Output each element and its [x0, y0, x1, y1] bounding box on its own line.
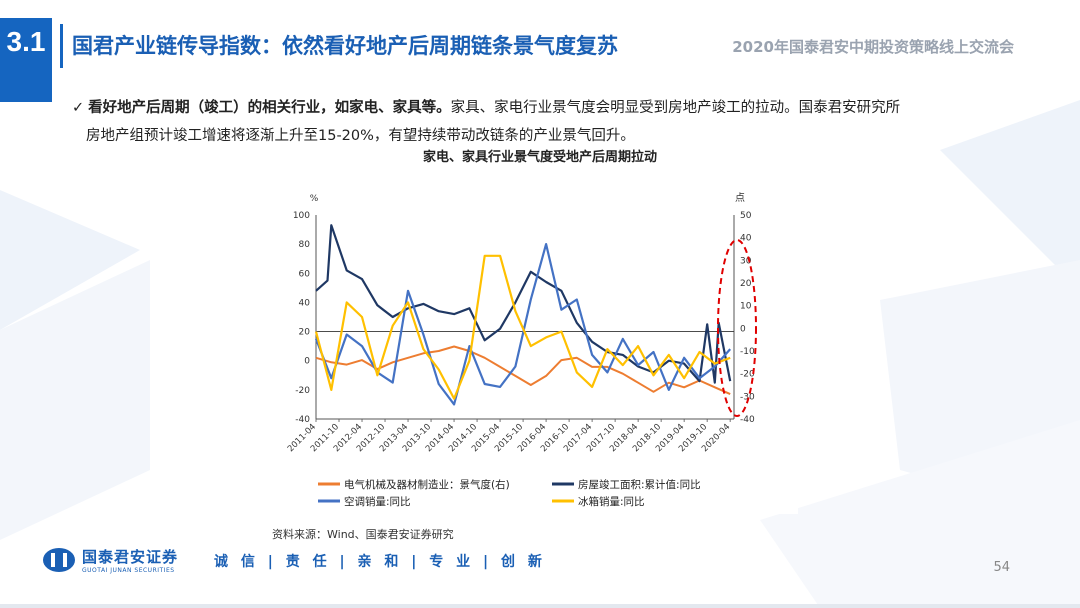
company-logo: 国泰君安证券 GUOTAI JUNAN SECURITIES — [42, 546, 178, 574]
left-tick-label: 40 — [299, 298, 311, 308]
left-tick-label: -20 — [295, 386, 310, 396]
bullet-text: 家具、家电行业景气度会明显受到房地产竣工的拉动。国泰君安研究所 — [450, 100, 901, 116]
line-chart: % 点100806040200-20-4050403020100-10-20-30… — [286, 192, 757, 508]
page-title: 国君产业链传导指数：依然看好地产后周期链条景气度复苏 — [72, 34, 618, 58]
series-line-1 — [315, 345, 731, 396]
series-line-4 — [314, 254, 731, 400]
left-tick-label: -40 — [295, 415, 310, 425]
legend-label: 房屋竣工面积:累计值:同比 — [578, 478, 701, 491]
right-tick-label: 10 — [740, 302, 752, 312]
left-tick-label: 60 — [299, 269, 311, 279]
right-tick-label: -20 — [740, 370, 755, 380]
right-tick-label: -10 — [740, 347, 755, 357]
left-tick-label: 20 — [299, 328, 311, 338]
left-tick-label: 100 — [293, 211, 310, 221]
legend-label: 空调销量:同比 — [344, 495, 411, 508]
legend-label: 冰箱销量:同比 — [578, 495, 645, 508]
bullet-text-line2: 房地产组预计竣工增速将逐渐上升至15-20%，有望持续带动改链条的产业景气回升。 — [86, 128, 635, 144]
left-axis-unit: % — [310, 194, 319, 204]
section-number-badge: 3.1 — [0, 18, 52, 102]
source-note: 资料来源：Wind、国泰君安证券研究 — [272, 528, 454, 541]
bottom-rule — [0, 604, 1080, 608]
company-logo-icon — [43, 548, 75, 572]
chart-title: 家电、家具行业景气度受地产后周期拉动 — [422, 150, 657, 165]
title-accent-bar — [60, 24, 63, 68]
left-tick-label: 0 — [304, 357, 310, 367]
legend-label: 电气机械及器材制造业：景气度(右) — [344, 478, 510, 491]
event-name: 2020年国泰君安中期投资策略线上交流会 — [732, 38, 1014, 56]
page-number: 54 — [993, 560, 1010, 575]
bullet-bold-text: 看好地产后周期（竣工）的相关行业，如家电、家具等。 — [88, 100, 451, 116]
right-tick-label: 30 — [740, 256, 752, 266]
highlight-ellipse — [717, 239, 757, 417]
series-line-3 — [314, 242, 732, 406]
right-tick-label: -30 — [740, 392, 755, 402]
check-icon: ✓ — [72, 100, 85, 116]
right-tick-label: 40 — [740, 234, 752, 244]
right-tick-label: 20 — [740, 279, 752, 289]
left-tick-label: 80 — [299, 240, 311, 250]
bullet-paragraph: ✓ 看好地产后周期（竣工）的相关行业，如家电、家具等。家具、家电行业景气度会明显受… — [72, 94, 992, 150]
chart-panel: % 点 100 80 60 40 20 0 -20 -40 50 40 30 20 10 0 -10 -20 -30… — [282, 172, 798, 514]
logo-chinese-name: 国泰君安证券 — [82, 548, 179, 566]
logo-english-name: GUOTAI JUNAN SECURITIES — [82, 567, 175, 574]
company-slogan: 诚 信 | 责 任 | 亲 和 | 专 业 | 创 新 — [214, 554, 546, 570]
right-tick-label: -40 — [740, 415, 755, 425]
right-tick-label: 0 — [740, 324, 746, 334]
right-tick-label: 50 — [740, 211, 752, 221]
right-axis-unit: 点 — [735, 192, 745, 204]
series-line-2 — [315, 224, 732, 384]
